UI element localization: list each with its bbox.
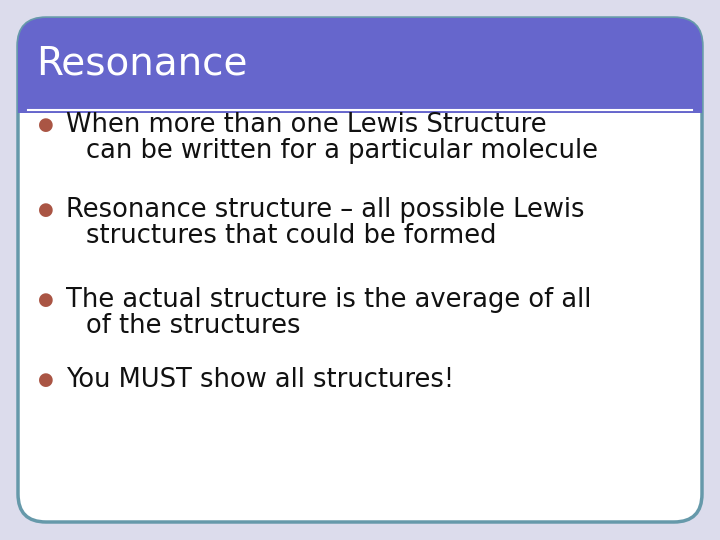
Text: structures that could be formed: structures that could be formed [86, 223, 497, 249]
Text: The actual structure is the average of all: The actual structure is the average of a… [66, 287, 591, 313]
Text: When more than one Lewis Structure: When more than one Lewis Structure [66, 112, 546, 138]
Text: ●: ● [38, 201, 54, 219]
Bar [18, 85, 702, 113]
Text: You MUST show all structures!: You MUST show all structures! [66, 367, 454, 393]
Text: of the structures: of the structures [86, 313, 300, 339]
FancyBboxPatch shape [18, 18, 702, 113]
Text: can be written for a particular molecule: can be written for a particular molecule [86, 138, 598, 164]
Text: ●: ● [38, 291, 54, 309]
FancyBboxPatch shape [18, 18, 702, 522]
Text: ●: ● [38, 116, 54, 134]
Text: ●: ● [38, 371, 54, 389]
Text: Resonance structure – all possible Lewis: Resonance structure – all possible Lewis [66, 197, 585, 223]
Text: Resonance: Resonance [36, 45, 248, 83]
